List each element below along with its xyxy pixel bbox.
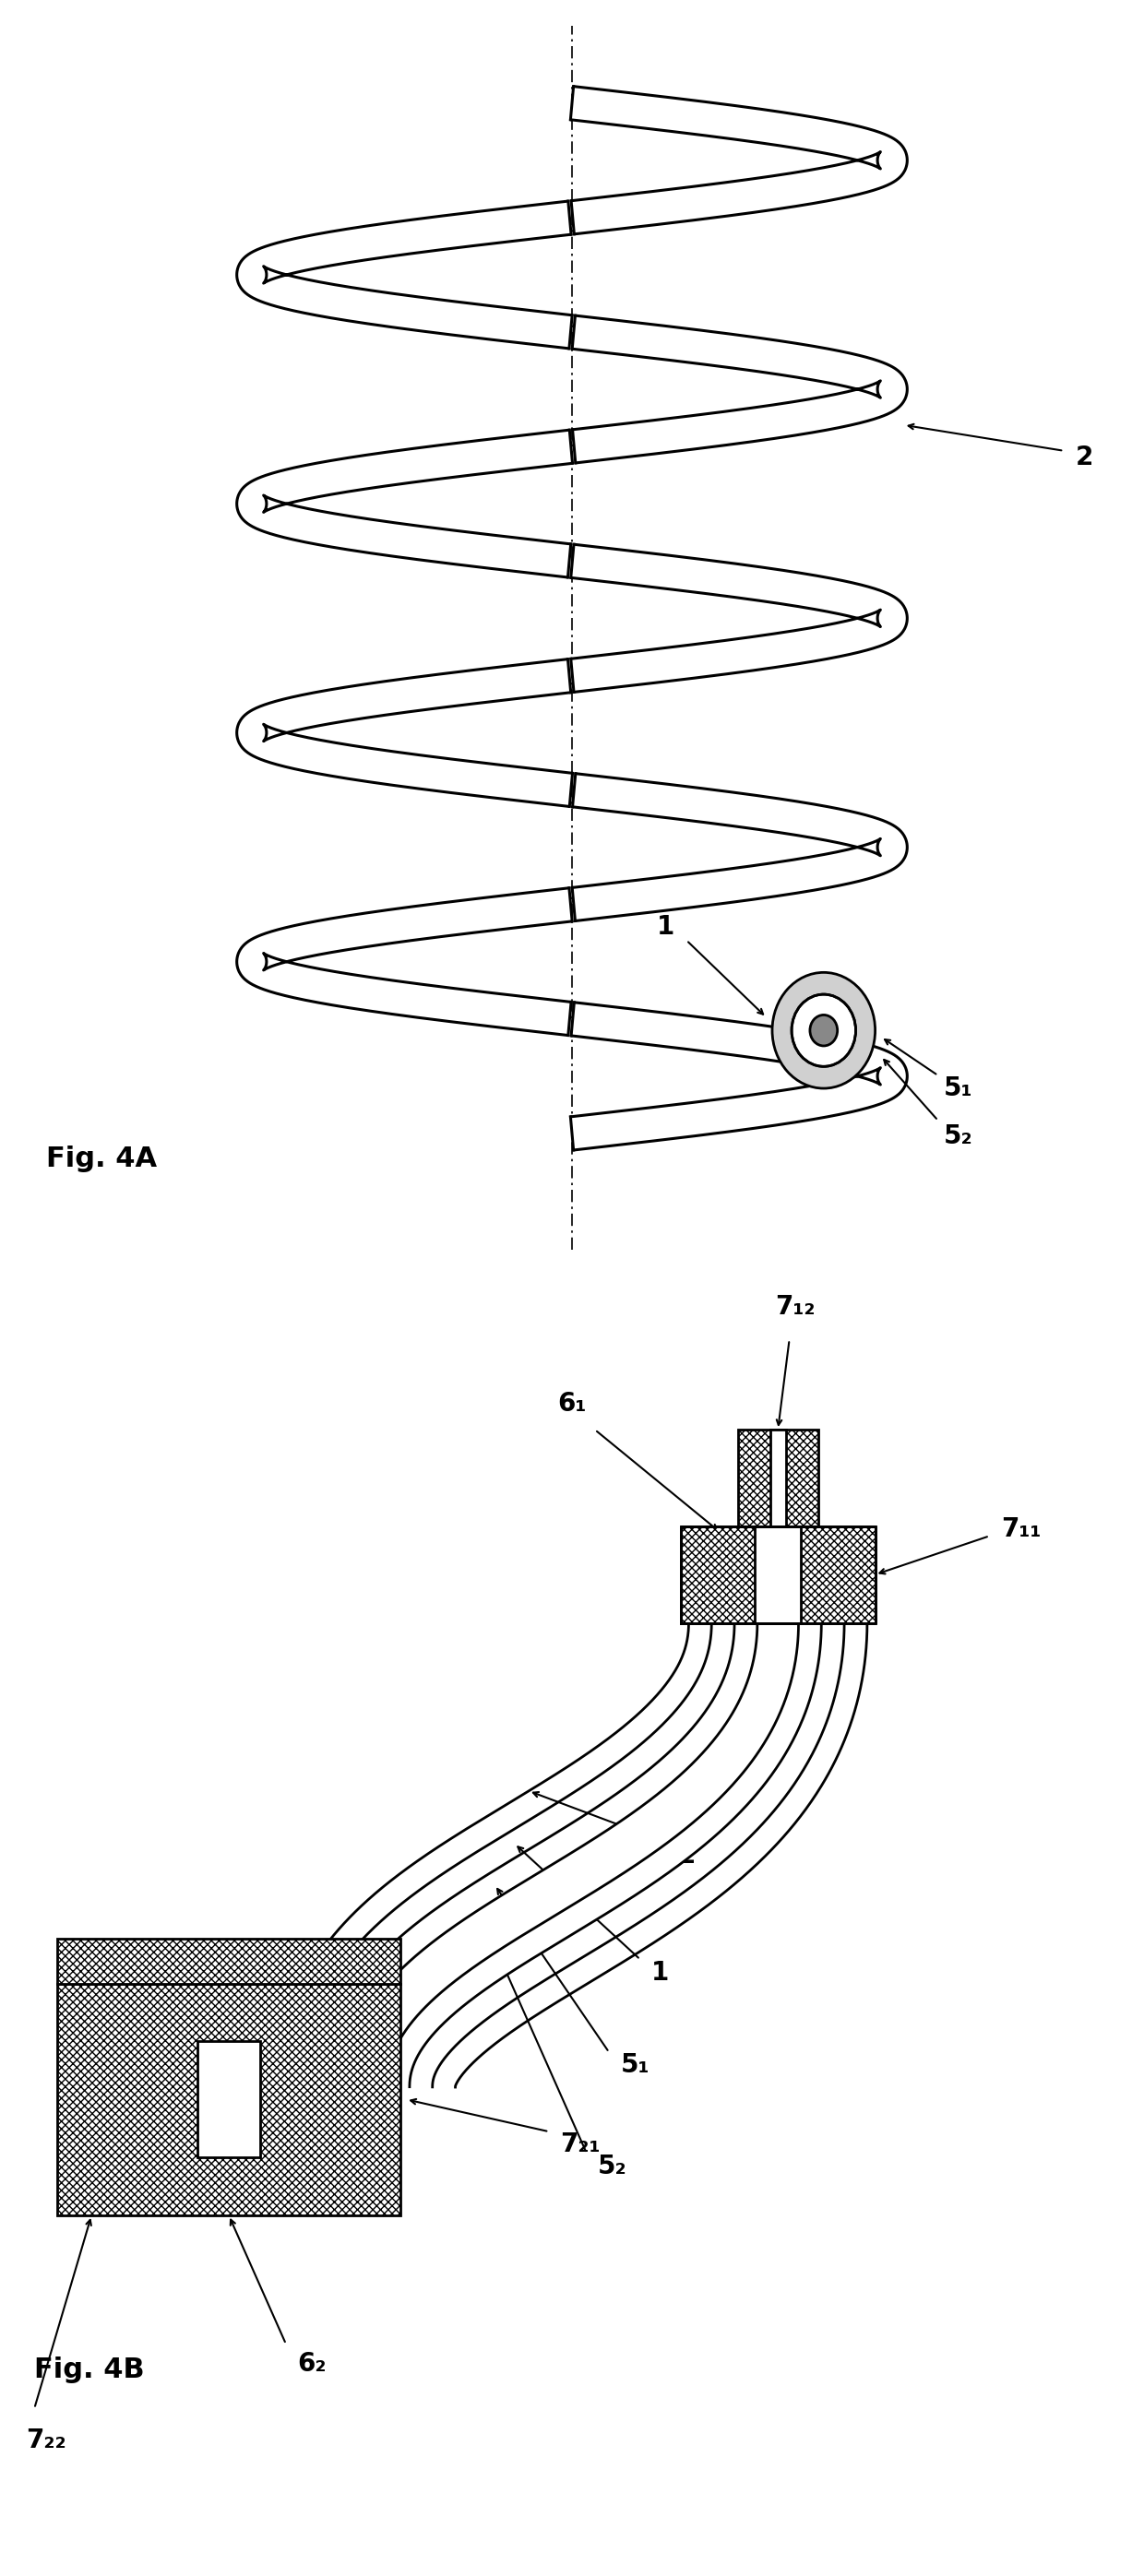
Text: 5₂: 5₂ xyxy=(598,2154,627,2179)
Text: 6₂: 6₂ xyxy=(297,2349,326,2378)
Text: Fig. 4B: Fig. 4B xyxy=(34,2357,144,2383)
Text: 6₁: 6₁ xyxy=(557,1391,587,1417)
Circle shape xyxy=(772,971,875,1087)
Bar xyxy=(57,1937,400,1984)
Text: 7₁₁: 7₁₁ xyxy=(1001,1517,1041,1543)
Bar xyxy=(755,1525,801,1623)
Text: 7₂₁: 7₂₁ xyxy=(561,2130,601,2159)
Polygon shape xyxy=(432,1623,867,2087)
Polygon shape xyxy=(571,1002,907,1149)
Text: 7₂₂: 7₂₂ xyxy=(25,2427,66,2455)
Text: 7₁₂: 7₁₂ xyxy=(774,1293,816,1319)
Bar xyxy=(738,1430,818,1525)
Bar xyxy=(681,1525,875,1623)
Text: 2: 2 xyxy=(677,1842,696,1868)
Polygon shape xyxy=(387,1623,821,2087)
Circle shape xyxy=(810,1015,837,1046)
Polygon shape xyxy=(571,544,907,693)
Polygon shape xyxy=(345,1623,799,2087)
Text: 5₁: 5₁ xyxy=(944,1074,972,1103)
Text: 1: 1 xyxy=(652,1960,669,1986)
Polygon shape xyxy=(572,773,907,922)
Text: 5₁: 5₁ xyxy=(620,2053,650,2079)
Text: 2: 2 xyxy=(1075,443,1094,471)
Text: Fig. 4A: Fig. 4A xyxy=(46,1146,157,1172)
Polygon shape xyxy=(410,1623,844,2087)
Polygon shape xyxy=(572,314,907,464)
Text: 1: 1 xyxy=(657,914,675,940)
Bar xyxy=(770,1430,786,1525)
Polygon shape xyxy=(571,88,907,234)
Bar xyxy=(198,2040,261,2159)
Bar xyxy=(57,1984,400,2215)
Text: 5₂: 5₂ xyxy=(944,1123,974,1149)
Circle shape xyxy=(792,994,856,1066)
Polygon shape xyxy=(277,1623,867,2087)
